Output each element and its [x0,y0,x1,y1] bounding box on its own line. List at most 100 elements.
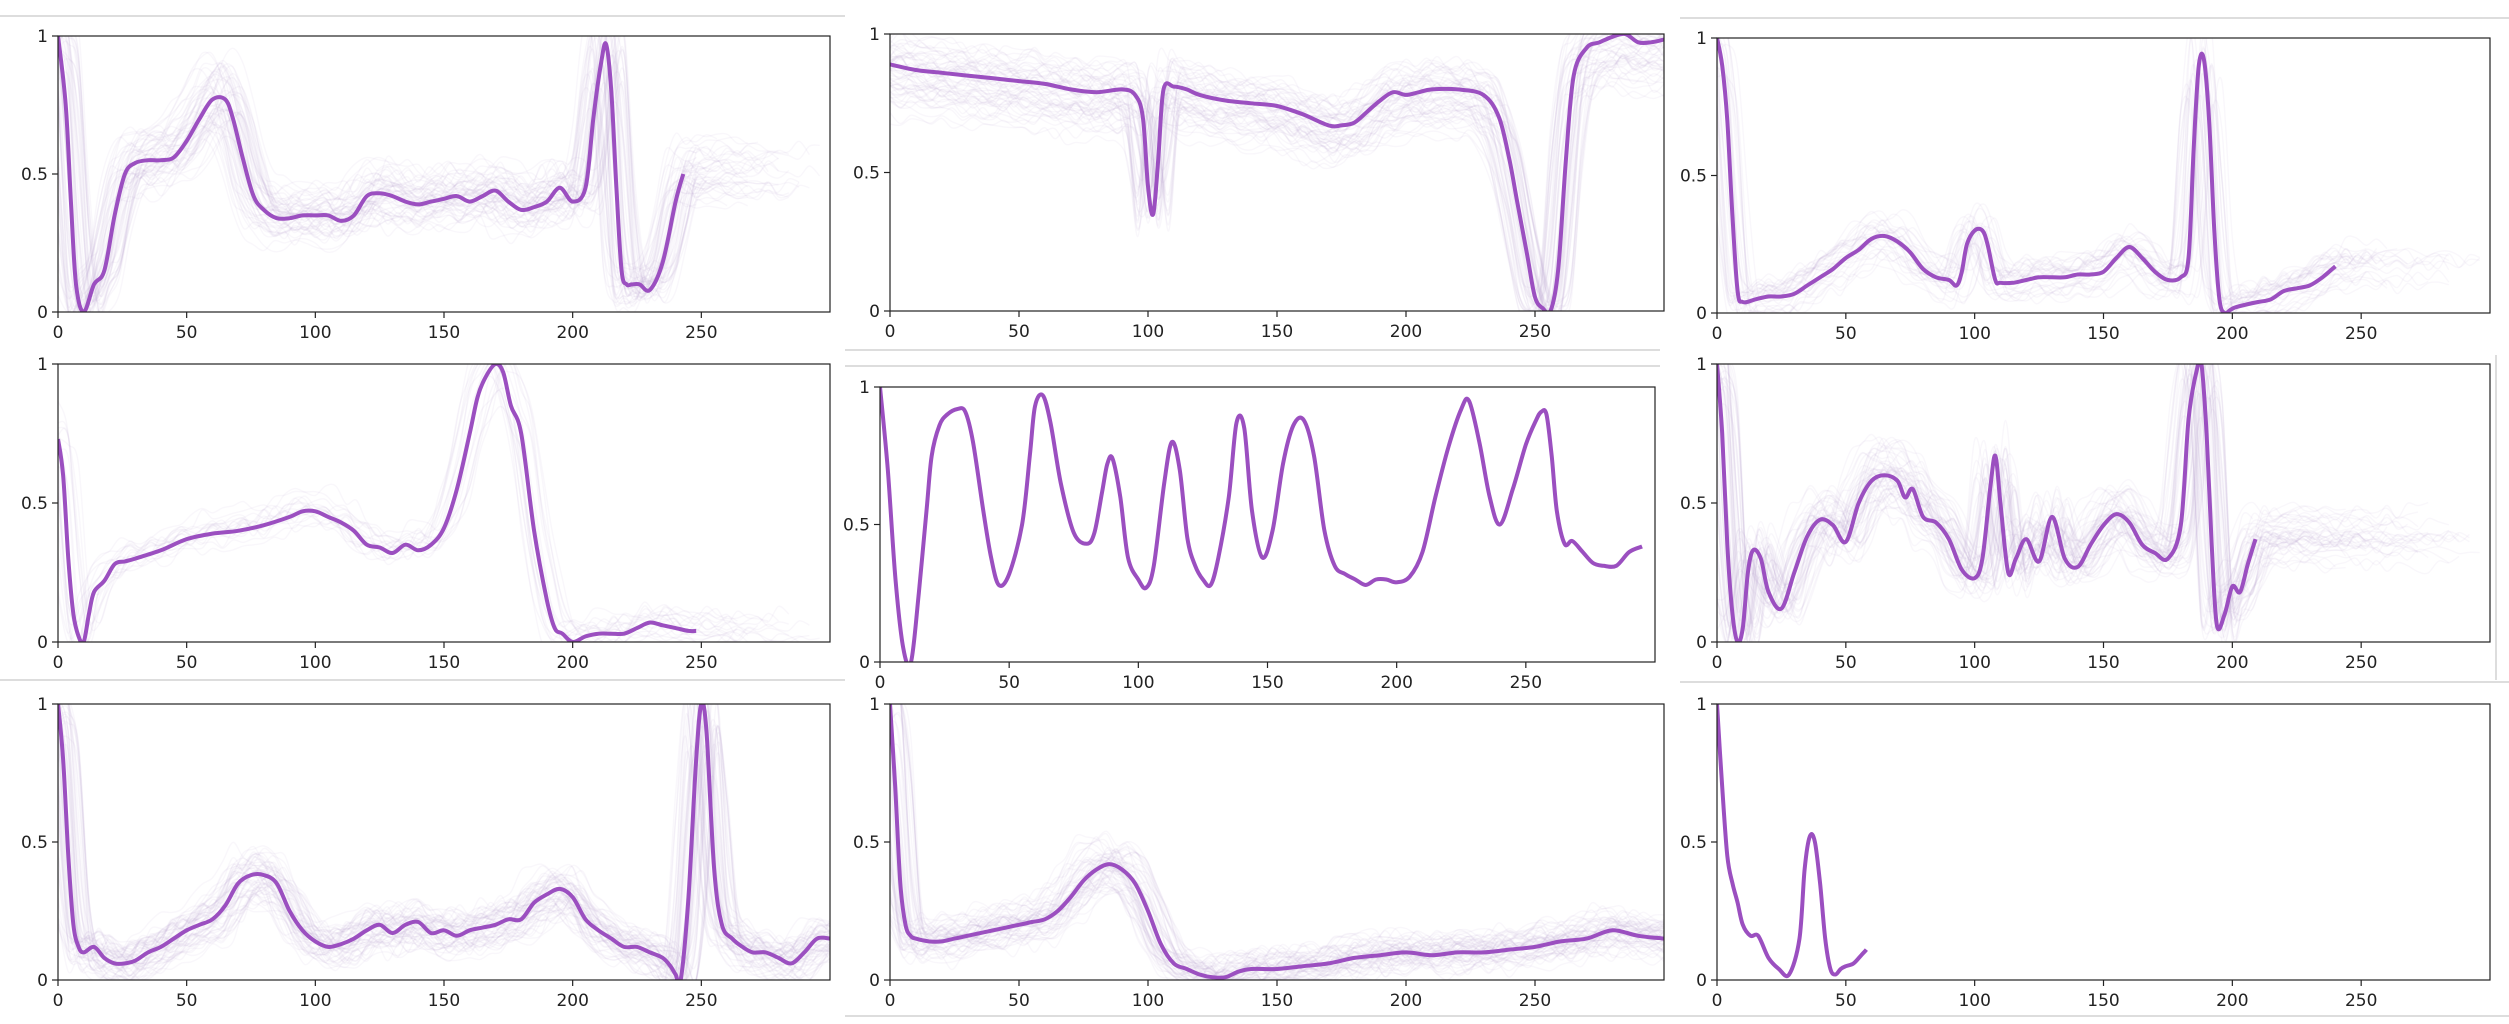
background-traces [58,18,820,321]
y-tick-label: 0 [859,653,870,673]
background-trace [58,358,696,642]
y-tick-label: 0.5 [1680,167,1707,187]
x-tick-label: 200 [556,991,588,1011]
background-trace [58,358,748,643]
x-tick-label: 250 [685,991,717,1011]
x-tick-label: 200 [556,323,588,343]
y-tick-label: 1 [1696,695,1707,715]
x-tick-label: 100 [1122,673,1154,693]
background-trace [58,356,799,643]
y-tick-label: 0.5 [21,833,48,853]
x-tick-label: 150 [1251,673,1283,693]
y-tick-label: 0.5 [1680,833,1707,853]
x-tick-label: 100 [299,323,331,343]
background-trace [58,357,809,648]
background-trace [1717,347,2408,627]
x-tick-label: 50 [998,673,1020,693]
y-tick-label: 1 [37,355,48,375]
y-tick-label: 1 [1696,355,1707,375]
x-tick-label: 200 [2216,324,2248,344]
background-trace [58,358,779,634]
background-trace [58,357,789,626]
x-tick-label: 50 [1835,991,1857,1011]
background-trace [58,371,737,633]
x-tick-label: 100 [1958,991,1990,1011]
x-tick-label: 200 [556,653,588,673]
x-tick-label: 50 [176,991,198,1011]
y-tick-label: 1 [37,695,48,715]
x-tick-label: 250 [2345,653,2377,673]
background-traces [890,24,1664,320]
y-tick-label: 1 [1696,29,1707,49]
x-tick-label: 200 [1380,673,1412,693]
x-tick-label: 50 [1835,653,1857,673]
y-tick-label: 0.5 [1680,494,1707,514]
x-tick-label: 100 [1132,991,1164,1011]
y-tick-label: 0.5 [21,165,48,185]
y-tick-label: 1 [37,27,48,47]
background-trace [58,355,820,646]
background-trace [58,356,789,643]
x-tick-label: 150 [2087,324,2119,344]
background-trace [1717,24,2387,299]
background-trace [1717,358,2418,627]
background-trace [58,390,758,637]
y-tick-label: 0.5 [853,833,880,853]
x-tick-label: 200 [1390,322,1422,342]
y-tick-label: 0 [37,303,48,323]
x-tick-label: 50 [1008,322,1030,342]
x-tick-label: 0 [53,323,64,343]
x-tick-label: 250 [685,653,717,673]
y-tick-label: 0.5 [21,494,48,514]
y-tick-label: 0 [869,302,880,322]
x-tick-label: 0 [875,673,886,693]
y-tick-label: 0 [869,971,880,991]
background-trace [58,364,768,632]
background-trace [58,376,737,628]
x-tick-label: 150 [428,653,460,673]
x-tick-label: 150 [1261,991,1293,1011]
y-tick-label: 0 [1696,304,1707,324]
x-tick-label: 0 [53,991,64,1011]
x-tick-label: 0 [1712,653,1723,673]
y-tick-label: 0.5 [853,164,880,184]
x-tick-label: 250 [1519,322,1551,342]
x-tick-label: 150 [428,991,460,1011]
background-traces [1717,338,2480,650]
axes-frame [880,387,1655,662]
x-tick-label: 250 [1519,991,1551,1011]
x-tick-label: 100 [1132,322,1164,342]
x-tick-label: 50 [176,323,198,343]
x-tick-label: 250 [1510,673,1542,693]
x-tick-label: 200 [2216,991,2248,1011]
x-tick-label: 100 [1958,653,1990,673]
background-trace [58,356,727,634]
y-tick-label: 0 [37,971,48,991]
x-tick-label: 150 [2087,653,2119,673]
series-line [58,364,696,644]
x-tick-label: 50 [176,653,198,673]
x-tick-label: 0 [1712,324,1723,344]
axes-frame [1717,704,2490,980]
chart-panel: 0 50 100 150 200 250 0 0.5 1 [21,355,830,673]
y-tick-label: 1 [869,695,880,715]
background-trace [1717,354,2387,627]
y-tick-label: 1 [869,25,880,45]
y-tick-label: 0.5 [843,516,870,536]
x-tick-label: 0 [1712,991,1723,1011]
x-tick-label: 0 [885,991,896,1011]
x-tick-label: 250 [2345,324,2377,344]
background-trace [58,357,737,644]
x-tick-label: 100 [299,653,331,673]
y-tick-label: 0 [1696,633,1707,653]
x-tick-label: 0 [53,653,64,673]
x-tick-label: 200 [1390,991,1422,1011]
background-trace [1717,344,2469,642]
background-traces [58,355,820,648]
y-tick-label: 0 [37,633,48,653]
